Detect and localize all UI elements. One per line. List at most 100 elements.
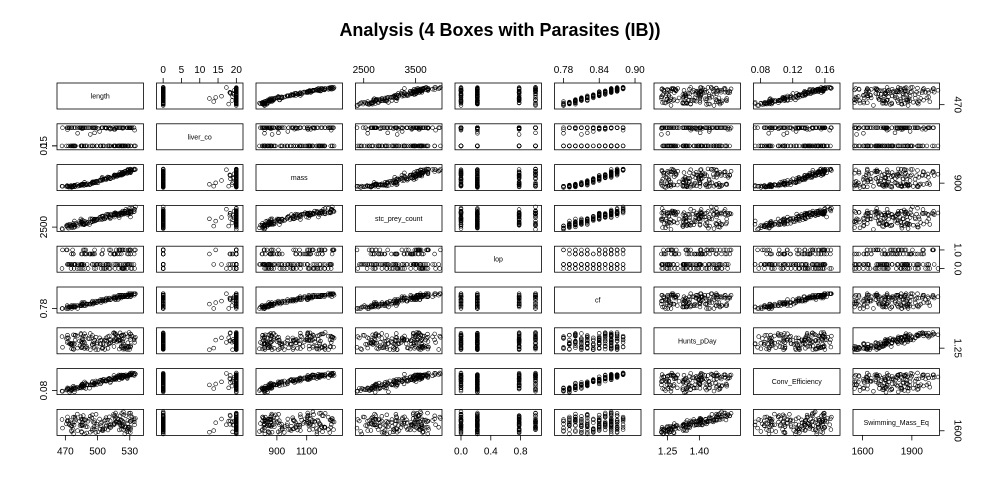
scatter-point	[915, 168, 920, 173]
scatter-point	[402, 86, 407, 91]
scatter-point	[857, 185, 863, 190]
panel-frame	[454, 164, 542, 192]
scatter-point	[697, 130, 703, 136]
scatter-point	[59, 143, 65, 149]
scatter-point	[728, 169, 734, 174]
scatter-point	[360, 125, 366, 130]
scatter-point	[70, 247, 75, 253]
scatter-point	[714, 206, 719, 211]
diagonal-label: mass	[291, 175, 308, 182]
scatter-point	[132, 251, 137, 257]
scatter-point	[395, 132, 400, 137]
scatter-point	[716, 95, 722, 101]
scatter-point	[316, 214, 321, 220]
scatter-point	[88, 132, 93, 137]
panel-points	[659, 85, 734, 108]
scatter-point	[854, 132, 859, 137]
scatter-point	[516, 132, 522, 137]
scatter-point	[724, 98, 729, 104]
scatter-point	[92, 130, 97, 136]
scatter-point	[681, 170, 687, 175]
panel-points	[561, 204, 626, 232]
scatter-point	[226, 101, 231, 107]
scatter-point	[458, 143, 464, 149]
scatter-point	[857, 225, 863, 231]
scatter-point	[861, 180, 867, 185]
panel-frame	[56, 82, 144, 110]
scatter-point	[207, 216, 212, 222]
panel-points	[752, 125, 834, 149]
panel-points	[752, 166, 834, 190]
scatter-point	[561, 131, 566, 136]
scatter-point	[533, 227, 538, 232]
scatter-point	[912, 177, 918, 182]
panel-points	[59, 204, 138, 232]
panel-points	[561, 125, 626, 149]
scatter-point	[224, 167, 229, 172]
scatter-point	[781, 132, 786, 137]
panel-points	[852, 125, 941, 149]
scatter-point	[714, 175, 719, 180]
diagonal-label: length	[91, 94, 110, 101]
scatter-point	[681, 88, 687, 93]
panel-points	[458, 85, 538, 108]
scatter-point	[697, 184, 703, 189]
scatter-point	[269, 132, 275, 137]
scatter-point	[475, 143, 480, 149]
scatter-point	[688, 207, 693, 212]
scatter-point	[567, 143, 572, 149]
scatter-point	[614, 125, 620, 130]
scatter-point	[585, 143, 590, 149]
scatter-point	[226, 184, 231, 189]
scatter-point	[75, 131, 80, 136]
scatter-point	[276, 130, 281, 136]
panel-points	[59, 247, 138, 271]
scatter-point	[724, 216, 729, 222]
scatter-point	[579, 125, 584, 130]
scatter-point	[226, 223, 231, 229]
scatter-point	[871, 227, 876, 232]
scatter-point	[907, 129, 913, 134]
scatter-point	[620, 125, 626, 130]
scatter-point	[924, 143, 930, 149]
scatter-point	[533, 125, 538, 130]
scatter-point	[871, 103, 876, 108]
scatter-point	[60, 247, 65, 253]
scatter-point	[432, 143, 437, 149]
scatter-point	[861, 131, 866, 136]
scatter-point	[213, 180, 218, 186]
scatter-point	[915, 206, 920, 211]
scatter-point	[596, 143, 602, 149]
scatter-point	[213, 95, 218, 100]
scatter-point	[665, 131, 671, 136]
scatter-point	[60, 125, 65, 130]
panel-points	[561, 166, 626, 190]
diagonal-label: stc_prey_count	[375, 216, 423, 223]
scatter-point	[905, 226, 911, 231]
panel-points	[561, 85, 626, 108]
scatter-point	[895, 166, 901, 172]
scatter-point	[911, 100, 916, 105]
scatter-point	[591, 143, 596, 149]
scatter-point	[229, 98, 235, 103]
panel-points	[257, 85, 337, 108]
scatter-point	[365, 131, 370, 136]
panel-points	[257, 204, 337, 232]
scatter-point	[585, 125, 590, 130]
panels: lengthliver_comassstc_prey_countlopcfHun…	[39, 65, 963, 457]
scatter-point	[911, 184, 916, 189]
scatter-point	[458, 226, 464, 231]
scatter-point	[723, 221, 729, 227]
scatter-point	[925, 87, 930, 93]
panel-frame	[56, 245, 144, 273]
panel-points	[354, 85, 443, 108]
scatter-point	[911, 223, 916, 228]
scatter-point	[676, 216, 682, 222]
scatter-point	[915, 85, 920, 91]
scatter-point	[579, 143, 584, 149]
panel-points	[59, 166, 138, 190]
panel-frame	[454, 204, 542, 232]
scatter-point	[668, 103, 674, 108]
scatter-point	[614, 143, 620, 149]
scatter-point	[668, 227, 674, 232]
